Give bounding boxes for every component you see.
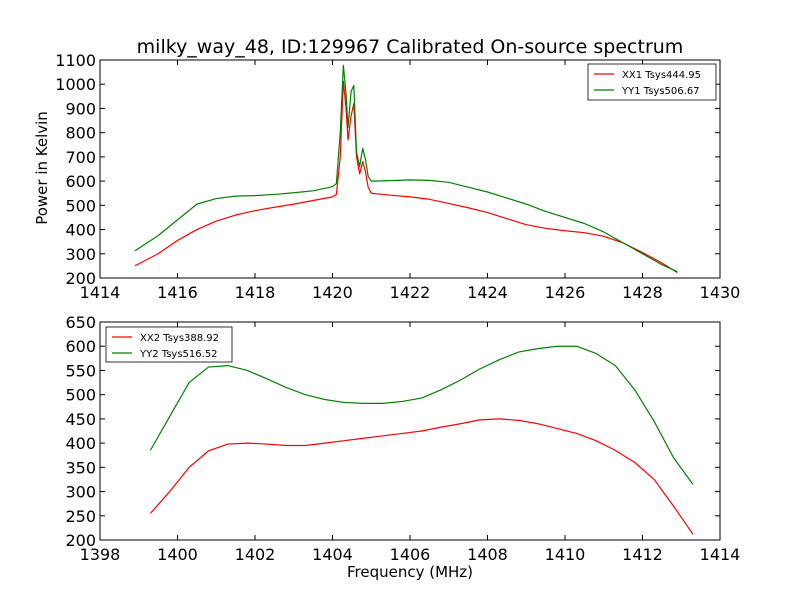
top-plot-ytick-label: 300 bbox=[65, 245, 96, 264]
bottom-plot-xtick-label: 1402 bbox=[235, 545, 276, 564]
top-plot-ytick-label: 1100 bbox=[55, 51, 96, 70]
top-plot-ytick-label: 600 bbox=[65, 172, 96, 191]
top-plot-ytick-label: 400 bbox=[65, 221, 96, 240]
bottom-plot-ytick-label: 450 bbox=[65, 410, 96, 429]
bottom-plot-ytick-label: 200 bbox=[65, 531, 96, 550]
bottom-plot-xtick-label: 1398 bbox=[80, 545, 121, 564]
bottom-plot-ytick-label: 400 bbox=[65, 434, 96, 453]
bottom-plot-xtick-label: 1406 bbox=[390, 545, 431, 564]
bottom-plot: Frequency (MHz) 1398 1400 1402 1404 1406 1408… bbox=[65, 313, 740, 581]
bottom-plot-ytick-label: 350 bbox=[65, 458, 96, 477]
top-plot-ytick-label: 1000 bbox=[55, 75, 96, 94]
bottom-plot-series-group bbox=[149, 345, 694, 535]
bottom-plot-xtick-label: 1414 bbox=[700, 545, 741, 564]
top-plot-ytick-label: 900 bbox=[65, 99, 96, 118]
top-plot: milky_way_48, ID:129967 Calibrated On-so… bbox=[33, 36, 740, 302]
top-plot-xtick-label: 1414 bbox=[80, 283, 121, 302]
bottom-plot-xtick-label: 1400 bbox=[157, 545, 198, 564]
top-plot-xtick-label: 1426 bbox=[545, 283, 586, 302]
top-plot-ytick-label: 800 bbox=[65, 124, 96, 143]
top-plot-xtick-label: 1420 bbox=[312, 283, 353, 302]
top-plot-legend: XX1 Tsys444.95 YY1 Tsys506.67 bbox=[587, 63, 717, 101]
bottom-plot-ytick-label: 500 bbox=[65, 386, 96, 405]
top-plot-xtick-label: 1428 bbox=[622, 283, 663, 302]
bottom-plot-xtick-label: 1404 bbox=[312, 545, 353, 564]
top-plot-ytick-label: 200 bbox=[65, 269, 96, 288]
bottom-plot-ytick-label: 250 bbox=[65, 507, 96, 526]
bottom-plot-ticks: 1398 1400 1402 1404 1406 1408 1410 1412 1414 200 2… bbox=[65, 313, 740, 564]
top-plot-xtick-label: 1416 bbox=[157, 283, 198, 302]
legend-label-xx2: XX2 Tsys388.92 bbox=[140, 333, 219, 344]
bottom-plot-series-line-1 bbox=[149, 345, 694, 485]
bottom-plot-legend: XX2 Tsys388.92 YY2 Tsys516.52 bbox=[105, 326, 233, 363]
bottom-plot-xlabel: Frequency (MHz) bbox=[347, 563, 473, 581]
top-plot-xtick-label: 1422 bbox=[390, 283, 431, 302]
bottom-plot-ytick-label: 600 bbox=[65, 337, 96, 356]
top-plot-series-line-0 bbox=[134, 80, 678, 274]
top-plot-xtick-label: 1430 bbox=[700, 283, 741, 302]
top-plot-ylabel: Power in Kelvin bbox=[33, 111, 51, 225]
top-plot-series-line-1 bbox=[134, 64, 678, 273]
legend-label-xx1: XX1 Tsys444.95 bbox=[622, 70, 701, 81]
top-plot-series-group bbox=[134, 64, 678, 274]
top-plot-ytick-label: 700 bbox=[65, 148, 96, 167]
bottom-plot-ytick-label: 550 bbox=[65, 361, 96, 380]
bottom-plot-xtick-label: 1408 bbox=[467, 545, 508, 564]
top-plot-title: milky_way_48, ID:129967 Calibrated On-so… bbox=[137, 36, 684, 58]
bottom-plot-ytick-label: 300 bbox=[65, 483, 96, 502]
bottom-plot-xtick-label: 1410 bbox=[545, 545, 586, 564]
legend-label-yy2: YY2 Tsys516.52 bbox=[139, 349, 218, 360]
legend-label-yy1: YY1 Tsys506.67 bbox=[621, 86, 700, 97]
bottom-plot-ytick-label: 650 bbox=[65, 313, 96, 332]
top-plot-legend-box bbox=[587, 63, 717, 101]
top-plot-ytick-label: 500 bbox=[65, 196, 96, 215]
top-plot-xtick-label: 1424 bbox=[467, 283, 508, 302]
top-plot-xtick-label: 1418 bbox=[235, 283, 276, 302]
bottom-plot-xtick-label: 1412 bbox=[622, 545, 663, 564]
bottom-plot-legend-box bbox=[105, 326, 233, 363]
top-plot-ticks: 1414 1416 1418 1420 1422 1424 1426 1428 1430 200 3… bbox=[55, 51, 740, 302]
bottom-plot-series-line-0 bbox=[149, 418, 694, 535]
